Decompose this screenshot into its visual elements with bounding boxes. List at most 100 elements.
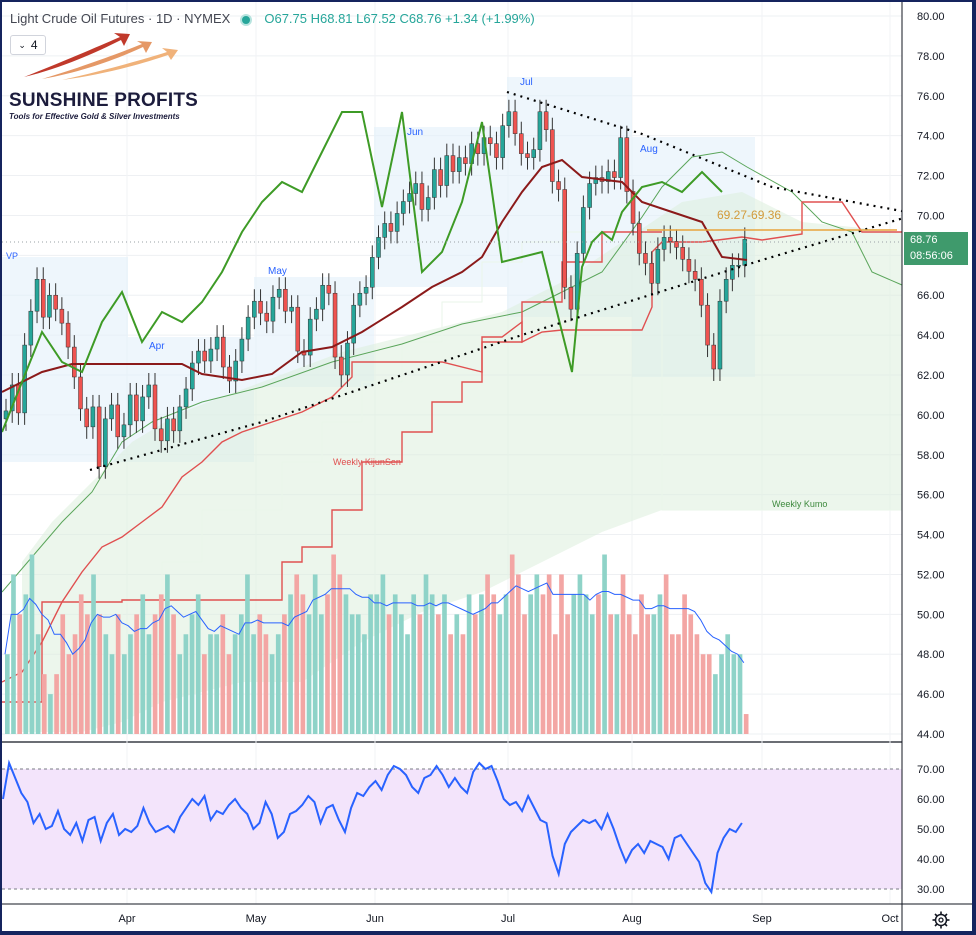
candle[interactable] xyxy=(146,373,152,409)
candle[interactable] xyxy=(121,412,127,449)
candle[interactable] xyxy=(96,394,102,479)
candle[interactable] xyxy=(183,376,189,419)
candle[interactable] xyxy=(270,285,276,334)
candle[interactable] xyxy=(314,297,319,332)
candle[interactable] xyxy=(587,171,592,220)
candle[interactable] xyxy=(227,355,232,393)
candle[interactable] xyxy=(289,295,294,324)
candle[interactable] xyxy=(382,211,387,250)
candle[interactable] xyxy=(649,251,654,296)
candle[interactable] xyxy=(233,349,238,393)
price-candles[interactable] xyxy=(3,99,748,479)
candle[interactable] xyxy=(47,283,52,330)
candle[interactable] xyxy=(674,229,679,260)
candle[interactable] xyxy=(345,331,350,387)
candle[interactable] xyxy=(401,189,406,226)
candle[interactable] xyxy=(258,289,263,326)
candle[interactable] xyxy=(488,125,493,156)
candle[interactable] xyxy=(351,293,356,356)
candle[interactable] xyxy=(463,145,468,176)
candle[interactable] xyxy=(34,267,40,324)
candle[interactable] xyxy=(717,289,723,381)
candle[interactable] xyxy=(357,281,363,318)
candle[interactable] xyxy=(686,247,692,284)
candle[interactable] xyxy=(214,325,220,362)
candle[interactable] xyxy=(307,307,313,368)
candle[interactable] xyxy=(394,201,400,244)
candle[interactable] xyxy=(295,295,301,364)
candle[interactable] xyxy=(221,325,226,379)
candle[interactable] xyxy=(506,99,512,138)
candle[interactable] xyxy=(326,273,332,306)
candle[interactable] xyxy=(407,181,412,214)
candle[interactable] xyxy=(196,339,201,375)
candle[interactable] xyxy=(550,117,555,194)
candle[interactable] xyxy=(531,137,536,170)
candle[interactable] xyxy=(72,335,77,389)
candle[interactable] xyxy=(171,406,176,443)
candle[interactable] xyxy=(202,339,207,374)
candle[interactable] xyxy=(661,225,667,262)
symbol-title[interactable]: Light Crude Oil Futures · 1D · NYMEX xyxy=(10,11,231,26)
candle[interactable] xyxy=(723,267,729,314)
candle[interactable] xyxy=(190,351,195,401)
candle[interactable] xyxy=(593,165,599,196)
candle[interactable] xyxy=(363,275,369,306)
candle[interactable] xyxy=(413,171,418,206)
candle[interactable] xyxy=(581,195,586,266)
candle[interactable] xyxy=(332,281,338,370)
candle[interactable] xyxy=(500,113,505,170)
candle[interactable] xyxy=(444,143,450,198)
candle[interactable] xyxy=(252,289,257,330)
candle[interactable] xyxy=(109,392,114,431)
candle[interactable] xyxy=(537,99,543,162)
candle[interactable] xyxy=(705,293,710,358)
candle[interactable] xyxy=(84,396,89,439)
candle[interactable] xyxy=(450,143,456,184)
candle[interactable] xyxy=(208,337,214,374)
candle[interactable] xyxy=(605,159,611,194)
candle[interactable] xyxy=(612,159,617,190)
candle[interactable] xyxy=(630,179,636,236)
candle[interactable] xyxy=(562,177,567,300)
candle[interactable] xyxy=(525,141,530,170)
candle[interactable] xyxy=(680,235,685,272)
candle[interactable] xyxy=(78,365,83,421)
candle[interactable] xyxy=(432,157,437,210)
candle[interactable] xyxy=(438,157,443,198)
candle[interactable] xyxy=(519,121,524,166)
candle[interactable] xyxy=(276,277,282,310)
candle[interactable] xyxy=(419,171,425,222)
candle[interactable] xyxy=(456,145,462,184)
candle[interactable] xyxy=(618,125,623,190)
candle[interactable] xyxy=(556,169,561,202)
candle[interactable] xyxy=(283,277,288,324)
candle[interactable] xyxy=(41,267,46,330)
candle[interactable] xyxy=(494,131,499,170)
candle[interactable] xyxy=(637,211,642,266)
candle[interactable] xyxy=(16,373,21,425)
candle[interactable] xyxy=(264,301,269,334)
candle[interactable] xyxy=(425,185,431,222)
candle[interactable] xyxy=(53,283,58,322)
candle[interactable] xyxy=(140,384,145,433)
candle[interactable] xyxy=(512,99,518,146)
candle[interactable] xyxy=(127,382,133,437)
candle[interactable] xyxy=(711,333,716,381)
candle[interactable] xyxy=(158,416,164,453)
candle[interactable] xyxy=(339,345,344,387)
candle[interactable] xyxy=(134,382,139,433)
gear-icon[interactable] xyxy=(932,911,950,929)
candle[interactable] xyxy=(692,259,698,292)
indicators-toggle-button[interactable]: ⌄ 4 xyxy=(10,35,46,55)
candle[interactable] xyxy=(239,327,245,374)
candle[interactable] xyxy=(624,125,630,204)
candle[interactable] xyxy=(730,253,735,292)
candle[interactable] xyxy=(543,99,549,142)
candle[interactable] xyxy=(245,305,251,352)
candle[interactable] xyxy=(115,392,120,449)
candle[interactable] xyxy=(568,275,574,322)
candle[interactable] xyxy=(699,267,704,318)
